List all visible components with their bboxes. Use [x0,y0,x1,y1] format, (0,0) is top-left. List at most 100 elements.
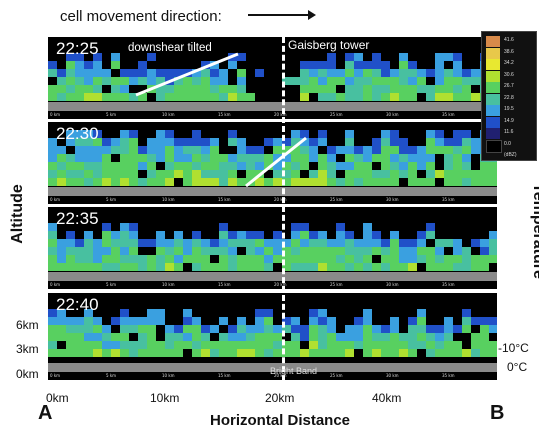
reflectivity-cell [309,146,318,154]
panel-tick-label: 30 km [386,197,399,202]
reflectivity-cell [264,178,273,186]
reflectivity-cell [210,85,219,93]
reflectivity-cell [309,61,318,69]
panel-tick-label: 15 km [218,282,231,287]
reflectivity-cell [192,333,201,341]
reflectivity-cell [273,138,282,146]
reflectivity-cell [192,162,201,170]
reflectivity-cell [129,349,138,357]
reflectivity-cell [417,231,426,239]
reflectivity-cell [120,154,129,162]
reflectivity-cell [237,231,246,239]
reflectivity-cell [165,333,174,341]
reflectivity-cell [300,239,309,247]
reflectivity-cell [192,85,201,93]
reflectivity-cell [210,146,219,154]
reflectivity-cell [363,154,372,162]
reflectivity-cell [48,154,57,162]
reflectivity-cell [318,93,327,101]
reflectivity-cell [183,170,192,178]
reflectivity-cell [345,325,354,333]
reflectivity-cell [246,341,255,349]
reflectivity-cell [237,317,246,325]
reflectivity-cell [120,77,129,85]
reflectivity-cell [48,178,57,186]
reflectivity-cell [156,69,165,77]
reflectivity-cell [66,130,75,138]
reflectivity-cell [309,154,318,162]
reflectivity-cell [309,247,318,255]
reflectivity-cell [399,146,408,154]
reflectivity-cell [93,263,102,271]
reflectivity-cell [291,317,300,325]
panel-tick-label: 20 km [274,112,287,117]
reflectivity-cell [93,255,102,263]
reflectivity-cell [120,263,129,271]
reflectivity-cell [66,231,75,239]
reflectivity-cell [390,146,399,154]
reflectivity-cell [147,154,156,162]
reflectivity-cell [129,130,138,138]
reflectivity-cell [48,162,57,170]
reflectivity-cell [264,309,273,317]
reflectivity-cell [399,154,408,162]
reflectivity-cell [327,333,336,341]
reflectivity-cell [174,341,183,349]
reflectivity-cell [237,146,246,154]
reflectivity-cell [489,239,497,247]
reflectivity-cell [390,255,399,263]
reflectivity-cell [84,231,93,239]
reflectivity-cell [237,162,246,170]
reflectivity-cell [408,85,417,93]
reflectivity-cell [93,247,102,255]
reflectivity-cell [174,77,183,85]
reflectivity-cell [390,333,399,341]
reflectivity-cell [201,325,210,333]
reflectivity-cell [66,349,75,357]
reflectivity-cell [444,85,453,93]
reflectivity-cell [309,263,318,271]
reflectivity-cell [408,170,417,178]
reflectivity-cell [390,317,399,325]
reflectivity-cell [282,146,291,154]
reflectivity-cell [129,325,138,333]
reflectivity-cell [408,61,417,69]
reflectivity-cell [345,93,354,101]
reflectivity-cell [372,263,381,271]
reflectivity-cell [408,154,417,162]
reflectivity-cell [345,170,354,178]
reflectivity-cell [381,77,390,85]
reflectivity-cell [192,93,201,101]
reflectivity-cell [255,146,264,154]
reflectivity-cell [408,77,417,85]
reflectivity-cell [471,317,480,325]
reflectivity-cell [156,93,165,101]
reflectivity-cell [48,247,57,255]
reflectivity-cell [183,317,192,325]
reflectivity-cell [66,239,75,247]
colorbar-swatch [486,82,500,93]
reflectivity-cell [255,263,264,271]
reflectivity-cell [426,69,435,77]
reflectivity-cell [327,341,336,349]
reflectivity-cell [192,170,201,178]
reflectivity-cell [66,138,75,146]
radar-panel-2230: 0 km 5 km 10 km 15 km 20 km 25 km 30 km 35 km 2… [48,122,497,204]
temperature-label: 0°C [507,360,528,374]
reflectivity-cell [363,61,372,69]
reflectivity-cell [435,61,444,69]
reflectivity-cell [237,69,246,77]
colorbar-label: 34.2 [504,60,514,66]
reflectivity-cell [183,255,192,263]
reflectivity-cell [408,178,417,186]
reflectivity-cell [309,69,318,77]
reflectivity-cell [489,325,497,333]
reflectivity-cell [102,333,111,341]
reflectivity-cell [354,93,363,101]
reflectivity-cell [228,93,237,101]
panel-tick-label: 20 km [274,373,287,378]
reflectivity-cell [48,138,57,146]
reflectivity-cell [426,325,435,333]
reflectivity-cell [291,341,300,349]
reflectivity-cell [291,231,300,239]
